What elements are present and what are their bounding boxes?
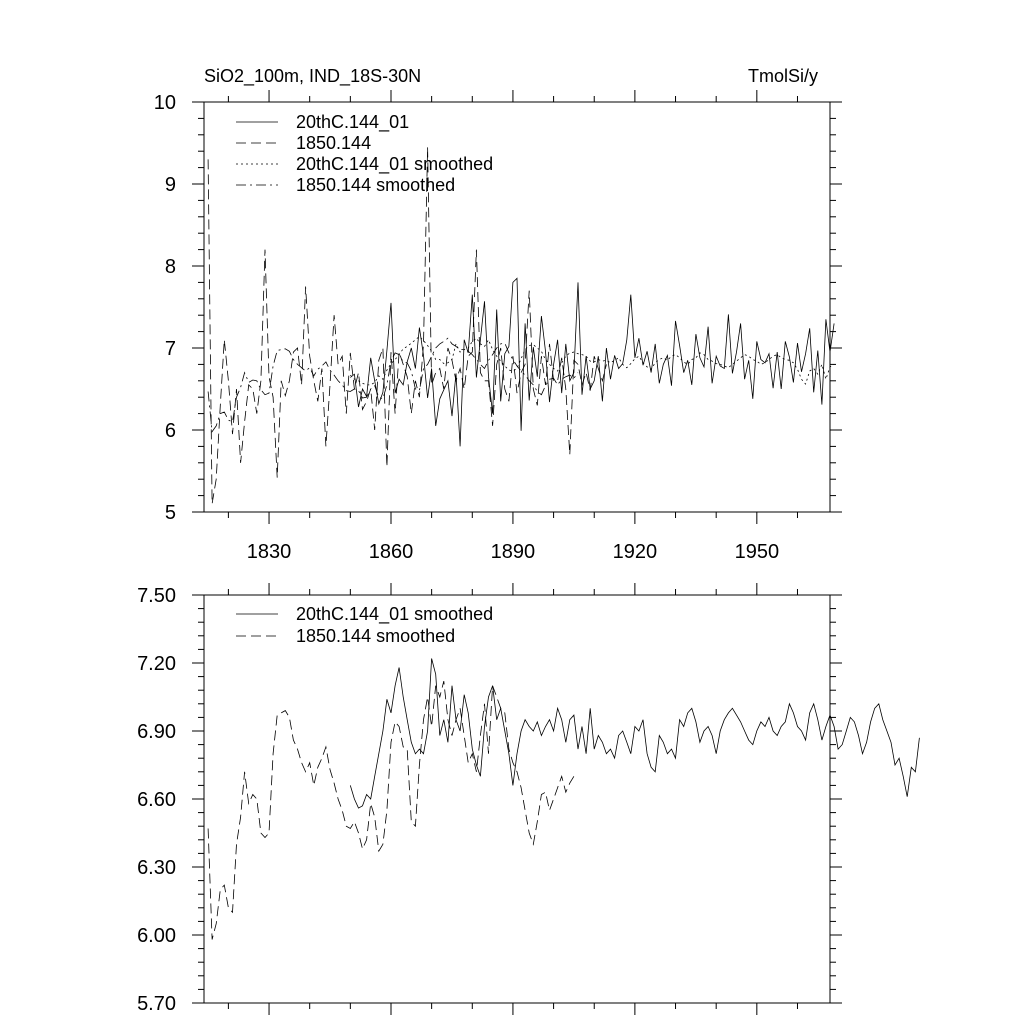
- bottom-panel-plot-frame: [203, 594, 831, 1004]
- top-x-tick-label: 1890: [491, 541, 536, 563]
- bottom-legend-label: 1850.144 smoothed: [296, 626, 455, 646]
- top-y-tick-label: 5: [165, 502, 176, 524]
- top-legend-label: 1850.144: [296, 133, 371, 153]
- bottom-y-tick-label: 6.30: [137, 857, 176, 879]
- bottom-y-tick-label: 6.90: [137, 721, 176, 743]
- top-x-tick-label: 1830: [247, 541, 292, 563]
- bottom-legend-label: 20thC.144_01 smoothed: [296, 604, 493, 625]
- top-x-tick-label: 1950: [735, 541, 780, 563]
- top-panel-title-left: SiO2_100m, IND_18S-30N: [204, 66, 421, 87]
- top-x-tick-label: 1920: [613, 541, 658, 563]
- top-legend-label: 20thC.144_01 smoothed: [296, 154, 493, 175]
- top-series-20thc-144-01-smoothed: [350, 335, 835, 386]
- top-series-1850-144: [207, 147, 607, 504]
- top-panel-title-right: TmolSi/y: [748, 66, 818, 86]
- bottom-y-tick-label: 6.00: [137, 925, 176, 947]
- top-panel-plot-frame: [203, 101, 831, 513]
- top-y-tick-label: 10: [154, 92, 176, 114]
- bottom-y-tick-label: 7.20: [137, 653, 176, 675]
- top-y-tick-label: 6: [165, 420, 176, 442]
- bottom-y-tick-label: 7.50: [137, 585, 176, 607]
- top-y-tick-label: 9: [165, 174, 176, 196]
- top-series-1850-144-smoothed: [207, 337, 579, 433]
- top-legend-label: 1850.144 smoothed: [296, 175, 455, 195]
- top-panel: SiO2_100m, IND_18S-30N TmolSi/y 1830 1860…: [154, 66, 842, 563]
- bottom-series-20thc-144-01-smoothed: [349, 658, 920, 809]
- top-x-tick-label: 1860: [369, 541, 414, 563]
- bottom-panel: 5.70 6.00 6.30 6.60 6.90 7.20 7.50 20thC.144_01…: [137, 583, 920, 1015]
- top-series-20thc-144-01: [350, 277, 835, 447]
- bottom-y-tick-label: 6.60: [137, 789, 176, 811]
- bottom-y-tick-label: 5.70: [137, 993, 176, 1015]
- top-y-tick-label: 8: [165, 256, 176, 278]
- bottom-series-1850-144-smoothed: [207, 681, 575, 940]
- top-y-tick-label: 7: [165, 338, 176, 360]
- top-legend-label: 20thC.144_01: [296, 112, 409, 133]
